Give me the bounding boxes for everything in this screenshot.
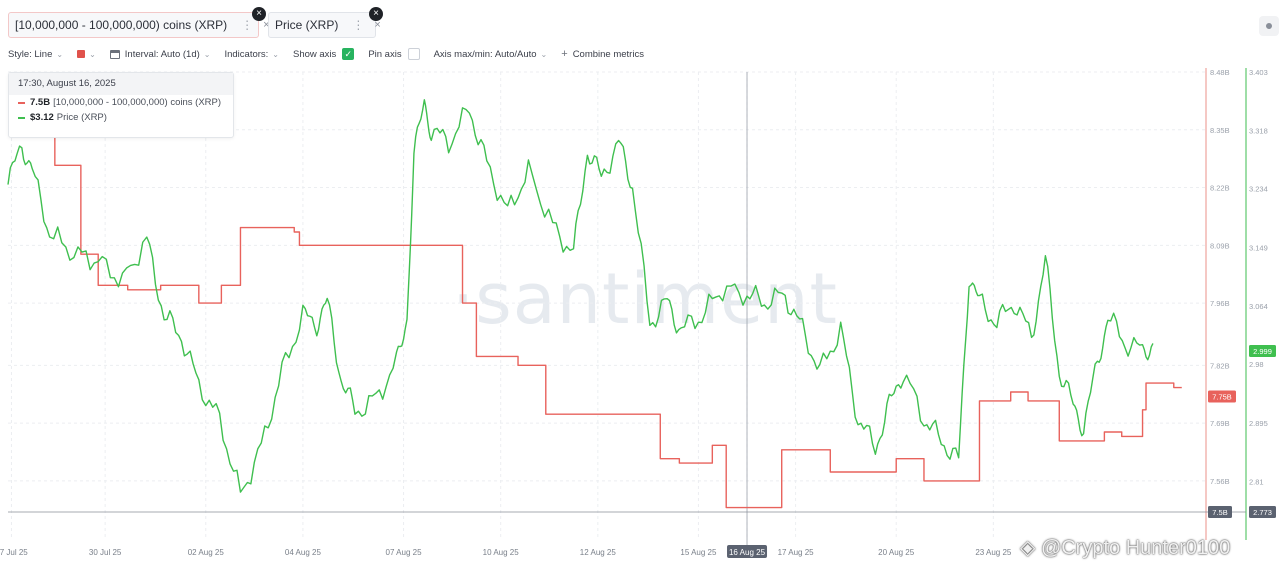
axis-max-min-label: Axis max/min: Auto/Auto (433, 48, 537, 60)
x-tick-label: 07 Aug 25 (386, 548, 423, 557)
left-axis-tick-label: 7.56B (1210, 477, 1230, 486)
right-axis-current-badge: 2.999 (1253, 347, 1272, 356)
more-options-icon[interactable]: ⋮ (352, 18, 365, 32)
left-axis-tick-label: 8.35B (1210, 126, 1230, 135)
tooltip-row-price: $3.12 Price (XRP) (9, 110, 233, 125)
chart-settings-button[interactable] (1259, 16, 1279, 36)
metric-tab-label: Price (XRP) (275, 18, 339, 32)
x-tick-label: 04 Aug 25 (285, 548, 322, 557)
interval-dropdown[interactable]: Interval: Auto (1d) ⌄ (109, 48, 211, 60)
pin-axis-checkbox[interactable] (407, 48, 420, 60)
x-tick-label: 15 Aug 25 (680, 548, 717, 557)
pin-axis-toggle[interactable]: Pin axis (368, 48, 420, 60)
right-axis-current-badge-bg (1249, 345, 1276, 358)
calendar-icon (109, 49, 120, 59)
x-tick-label: 27 Jul 25 (0, 548, 28, 557)
left-axis-cursor-badge-bg (1208, 506, 1232, 518)
left-axis-tick-label: 8.48B (1210, 68, 1230, 77)
combine-metrics-button[interactable]: + Combine metrics (561, 48, 644, 60)
series-marker-icon (18, 101, 25, 104)
left-axis-tick-label: 7.82B (1210, 361, 1230, 370)
plus-icon: + (561, 48, 568, 60)
left-axis-tick-label: 7.96B (1210, 299, 1230, 308)
tooltip-date: 17:30, August 16, 2025 (9, 73, 233, 95)
chevron-down-icon: ⌄ (272, 49, 279, 59)
x-tick-label: 30 Jul 25 (89, 548, 122, 557)
hover-tooltip: 17:30, August 16, 2025 7.5B [10,000,000 … (8, 72, 234, 138)
x-tick-label: 16 Aug 25 (729, 548, 766, 557)
x-tick-label: 10 Aug 25 (483, 548, 520, 557)
pin-axis-label: Pin axis (368, 48, 402, 60)
indicators-label: Indicators: (224, 48, 269, 60)
right-axis-cursor-badge-bg (1249, 506, 1276, 518)
price-series-line (7, 99, 1154, 493)
indicators-dropdown[interactable]: Indicators: ⌄ (224, 49, 279, 60)
left-axis-cursor-badge: 7.5B (1212, 508, 1227, 517)
left-axis-tick-label: 7.69B (1210, 419, 1230, 428)
right-axis-tick-label: 3.403 (1249, 68, 1268, 77)
right-axis-tick-label: 2.895 (1249, 419, 1268, 428)
left-axis-tick-label: 8.22B (1210, 184, 1230, 193)
remove-metric-icon[interactable]: × (252, 7, 266, 21)
holders-series-line (8, 106, 1182, 509)
show-axis-label: Show axis (293, 48, 337, 60)
tooltip-value: 7.5B (30, 97, 51, 108)
left-axis-tick-label: 8.09B (1210, 241, 1230, 250)
right-axis-tick-label: 2.81 (1249, 478, 1264, 487)
chevron-down-icon: ⌄ (540, 49, 548, 59)
style-dropdown[interactable]: Style: Line ⌄ (8, 49, 63, 60)
axis-max-min-dropdown[interactable]: Axis max/min: Auto/Auto ⌄ (434, 49, 548, 60)
x-tick-label: 23 Aug 25 (975, 548, 1012, 557)
combine-metrics-label: Combine metrics (572, 48, 644, 60)
tooltip-value: $3.12 (30, 112, 54, 123)
color-swatch (77, 50, 86, 58)
cursor-date-badge (727, 545, 768, 558)
right-axis-tick-label: 3.149 (1249, 243, 1268, 252)
right-axis-tick-label: 3.064 (1249, 302, 1268, 311)
tooltip-row-holders: 7.5B [10,000,000 - 100,000,000) coins (X… (9, 95, 233, 110)
x-tick-label: 12 Aug 25 (580, 548, 617, 557)
chart-toolbar: Style: Line ⌄ ⌄ Interval: Auto (1d) ⌄ In… (8, 46, 658, 62)
close-icon[interactable]: × (374, 19, 381, 31)
chevron-down-icon: ⌄ (203, 49, 211, 59)
metric-tab-label: [10,000,000 - 100,000,000) coins (XRP) (15, 18, 228, 32)
left-axis-current-badge: 7.75B (1212, 392, 1232, 401)
metric-tab-price-xrp[interactable]: Price (XRP) ⋮ × × (268, 7, 383, 38)
style-label: Style: Line (8, 48, 53, 60)
x-tick-label: 02 Aug 25 (188, 548, 225, 557)
x-tick-label: 17 Aug 25 (778, 548, 815, 557)
series-marker-icon (18, 116, 25, 119)
right-axis-tick-label: 2.98 (1249, 360, 1264, 369)
more-options-icon[interactable]: ⋮ (241, 18, 254, 32)
left-axis-current-badge-bg (1208, 390, 1236, 403)
show-axis-checkbox[interactable]: ✓ (342, 48, 355, 60)
right-axis-cursor-badge: 2.773 (1253, 508, 1272, 517)
right-axis-tick-label: 3.318 (1249, 127, 1268, 136)
x-tick-label: 20 Aug 25 (878, 548, 915, 557)
interval-label: Interval: Auto (1d) (124, 48, 200, 60)
color-picker[interactable]: ⌄ (77, 50, 96, 59)
chevron-down-icon: ⌄ (89, 49, 96, 59)
dot-icon (1266, 23, 1272, 29)
right-axis-tick-label: 3.234 (1249, 185, 1268, 194)
remove-metric-icon[interactable]: × (369, 7, 383, 21)
show-axis-toggle[interactable]: Show axis ✓ (293, 48, 355, 60)
tooltip-series-name: [10,000,000 - 100,000,000) coins (XRP) (53, 97, 222, 108)
close-icon[interactable]: × (263, 19, 270, 31)
metric-tab-holders-xrp[interactable]: [10,000,000 - 100,000,000) coins (XRP) ⋮… (8, 7, 270, 38)
tooltip-series-name: Price (XRP) (56, 112, 107, 123)
chevron-down-icon: ⌄ (56, 49, 64, 59)
